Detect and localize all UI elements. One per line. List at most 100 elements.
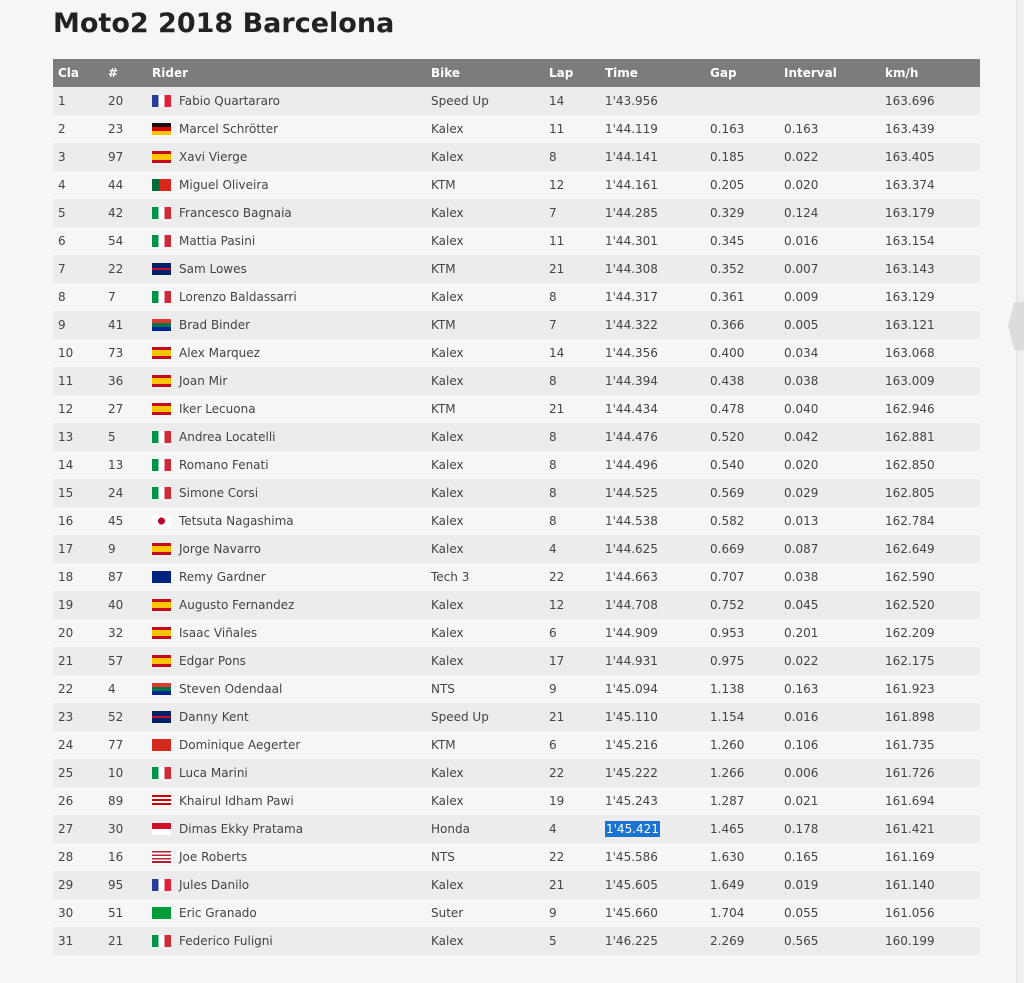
rider-text: Simone Corsi — [179, 486, 259, 500]
flag-esp-icon — [152, 151, 171, 163]
rider-number-text: 5 — [108, 430, 116, 444]
table-row[interactable]: 17 9 Jorge Navarro Kalex 4 1'44.625 0.669 0.087… — [53, 535, 980, 563]
time-cell: 1'44.317 — [605, 283, 710, 311]
table-row[interactable]: 29 95 Jules Danilo Kalex 21 1'45.605 1.649 0.01… — [53, 871, 980, 899]
speed-cell: 161.923 — [885, 675, 980, 703]
time-text: 1'44.434 — [605, 402, 658, 416]
column-header-time[interactable]: Time — [605, 59, 710, 87]
table-row[interactable]: 26 89 Khairul Idham Pawi Kalex 19 1'45.243 1.2… — [53, 787, 980, 815]
table-row[interactable]: 15 24 Simone Corsi Kalex 8 1'44.525 0.569 0.029… — [53, 479, 980, 507]
bike-cell: Tech 3 — [431, 563, 549, 591]
rider-number-text: 89 — [108, 794, 124, 808]
table-row[interactable]: 16 45 Tetsuta Nagashima Kalex 8 1'44.538 0.582… — [53, 507, 980, 535]
column-header-kmh[interactable]: km/h — [885, 59, 980, 87]
table-row[interactable]: 27 30 Dimas Ekky Pratama Honda 4 1'45.421 1.46… — [53, 815, 980, 843]
table-row[interactable]: 4 44 Miguel Oliveira KTM 12 1'44.161 0.205 0.02… — [53, 171, 980, 199]
column-header-gap[interactable]: Gap — [710, 59, 784, 87]
table-row[interactable]: 8 7 Lorenzo Baldassarri Kalex 8 1'44.317 0.361… — [53, 283, 980, 311]
table-row[interactable]: 9 41 Brad Binder KTM 7 1'44.322 0.366 0.005 163.… — [53, 311, 980, 339]
table-row[interactable]: 31 21 Federico Fuligni Kalex 5 1'46.225 2.269 0… — [53, 927, 980, 955]
bike-cell: Kalex — [431, 787, 549, 815]
table-row[interactable]: 30 51 Eric Granado Suter 9 1'45.660 1.704 0.055… — [53, 899, 980, 927]
lap-text: 8 — [549, 458, 557, 472]
position-text: 29 — [58, 878, 74, 892]
rider-text: Miguel Oliveira — [179, 178, 269, 192]
gap-text: 0.540 — [710, 458, 745, 472]
column-header-bike[interactable]: Bike — [431, 59, 549, 87]
table-row[interactable]: 19 40 Augusto Fernandez Kalex 12 1'44.708 0.75… — [53, 591, 980, 619]
table-row[interactable]: 11 36 Joan Mir Kalex 8 1'44.394 0.438 0.038 163.… — [53, 367, 980, 395]
table-row[interactable]: 24 77 Dominique Aegerter KTM 6 1'45.216 1.260 0… — [53, 731, 980, 759]
speed-cell: 161.169 — [885, 843, 980, 871]
rider-text: Luca Marini — [179, 766, 248, 780]
lap-text: 9 — [549, 906, 557, 920]
lap-text: 14 — [549, 94, 565, 108]
table-row[interactable]: 2 23 Marcel Schrötter Kalex 11 1'44.119 0.163 0… — [53, 115, 980, 143]
flag-esp-icon — [152, 543, 171, 555]
interval-cell: 0.163 — [784, 675, 885, 703]
flag-fra-icon — [152, 95, 171, 107]
position-cell: 14 — [53, 451, 108, 479]
side-panel-toggle-arrow-icon[interactable] — [1008, 302, 1024, 350]
gap-cell: 1.287 — [710, 787, 784, 815]
table-row[interactable]: 7 22 Sam Lowes KTM 21 1'44.308 0.352 0.007 163.1… — [53, 255, 980, 283]
rider-cell: Isaac Viñales — [152, 619, 431, 647]
table-row[interactable]: 25 10 Luca Marini Kalex 22 1'45.222 1.266 0.006… — [53, 759, 980, 787]
speed-text: 162.649 — [885, 542, 935, 556]
rider-number-text: 7 — [108, 290, 116, 304]
table-row[interactable]: 21 57 Edgar Pons Kalex 17 1'44.931 0.975 0.022 1… — [53, 647, 980, 675]
position-cell: 31 — [53, 927, 108, 955]
column-header-rider[interactable]: Rider — [152, 59, 431, 87]
position-text: 26 — [58, 794, 74, 808]
gap-text: 0.520 — [710, 430, 745, 444]
side-panel-strip[interactable] — [1016, 0, 1024, 983]
interval-cell: 0.040 — [784, 395, 885, 423]
bike-text: Kalex — [431, 234, 464, 248]
position-cell: 29 — [53, 871, 108, 899]
rider-cell: Eric Granado — [152, 899, 431, 927]
gap-text: 0.582 — [710, 514, 745, 528]
table-row[interactable]: 6 54 Mattia Pasini Kalex 11 1'44.301 0.345 0.01… — [53, 227, 980, 255]
speed-text: 163.068 — [885, 346, 935, 360]
time-text: 1'45.216 — [605, 738, 658, 752]
position-text: 11 — [58, 374, 74, 388]
rider-number-text: 77 — [108, 738, 124, 752]
lap-text: 6 — [549, 738, 557, 752]
column-header-lap[interactable]: Lap — [549, 59, 605, 87]
table-row[interactable]: 20 32 Isaac Viñales Kalex 6 1'44.909 0.953 0.20… — [53, 619, 980, 647]
column-header-number[interactable]: # — [108, 59, 152, 87]
table-row[interactable]: 28 16 Joe Roberts NTS 22 1'45.586 1.630 0.165 16… — [53, 843, 980, 871]
rider-number-text: 45 — [108, 514, 124, 528]
column-header-interval[interactable]: Interval — [784, 59, 885, 87]
table-row[interactable]: 18 87 Remy Gardner Tech 3 22 1'44.663 0.707 0.0… — [53, 563, 980, 591]
table-row[interactable]: 3 97 Xavi Vierge Kalex 8 1'44.141 0.185 0.022 16… — [53, 143, 980, 171]
table-row[interactable]: 10 73 Alex Marquez Kalex 14 1'44.356 0.400 0.03… — [53, 339, 980, 367]
rider-number-cell: 10 — [108, 759, 152, 787]
speed-text: 161.735 — [885, 738, 935, 752]
interval-text: 0.165 — [784, 850, 819, 864]
time-text: 1'44.931 — [605, 654, 658, 668]
table-row[interactable]: 12 27 Iker Lecuona KTM 21 1'44.434 0.478 0.040 1… — [53, 395, 980, 423]
gap-cell: 1.154 — [710, 703, 784, 731]
table-row[interactable]: 22 4 Steven Odendaal NTS 9 1'45.094 1.138 0.163… — [53, 675, 980, 703]
table-row[interactable]: 5 42 Francesco Bagnaia Kalex 7 1'44.285 0.329 0… — [53, 199, 980, 227]
bike-text: Kalex — [431, 458, 464, 472]
bike-text: KTM — [431, 738, 456, 752]
flag-ita-icon — [152, 767, 171, 779]
bike-cell: Kalex — [431, 647, 549, 675]
time-text: 1'45.110 — [605, 710, 658, 724]
rider-text: Andrea Locatelli — [179, 430, 276, 444]
table-row[interactable]: 13 5 Andrea Locatelli Kalex 8 1'44.476 0.520 0.… — [53, 423, 980, 451]
interval-cell: 0.565 — [784, 927, 885, 955]
position-cell: 5 — [53, 199, 108, 227]
rider-number-cell: 4 — [108, 675, 152, 703]
table-row[interactable]: 14 13 Romano Fenati Kalex 8 1'44.496 0.540 0.02… — [53, 451, 980, 479]
speed-cell: 163.121 — [885, 311, 980, 339]
column-header-cla[interactable]: Cla — [53, 59, 108, 87]
table-row[interactable]: 23 52 Danny Kent Speed Up 21 1'45.110 1.154 0.0… — [53, 703, 980, 731]
position-text: 9 — [58, 318, 66, 332]
bike-cell: Kalex — [431, 619, 549, 647]
rider-number-cell: 54 — [108, 227, 152, 255]
lap-cell: 8 — [549, 507, 605, 535]
table-row[interactable]: 1 20 Fabio Quartararo Speed Up 14 1'43.956 163… — [53, 87, 980, 115]
